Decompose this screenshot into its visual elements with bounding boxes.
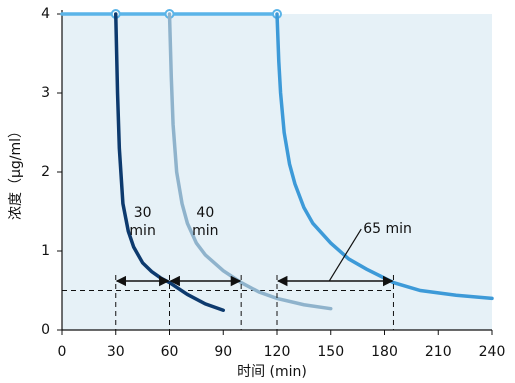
y-tick-label: 4 (41, 6, 50, 22)
chart: 时间 (min) 浓度（μg/ml） 012340306090120150180… (0, 0, 515, 383)
y-tick-label: 1 (41, 243, 50, 259)
interval-label: 30 (134, 205, 152, 221)
x-tick-label: 240 (479, 344, 506, 360)
y-tick-label: 3 (41, 85, 50, 101)
x-tick-label: 90 (214, 344, 232, 360)
interval-label: min (129, 223, 155, 239)
x-tick-label: 150 (317, 344, 344, 360)
x-tick-label: 0 (58, 344, 67, 360)
interval-label: 65 min (363, 221, 412, 237)
x-tick-label: 210 (425, 344, 452, 360)
x-axis-label: 时间 (min) (237, 364, 307, 380)
y-tick-label: 2 (41, 164, 50, 180)
x-tick-label: 30 (107, 344, 125, 360)
y-axis-label: 浓度（μg/ml） (8, 124, 24, 220)
plot-background (62, 14, 492, 330)
interval-label: min (192, 223, 218, 239)
interval-label: 40 (196, 205, 214, 221)
x-tick-label: 60 (161, 344, 179, 360)
x-tick-label: 120 (264, 344, 291, 360)
y-tick-label: 0 (41, 322, 50, 338)
x-tick-label: 180 (371, 344, 398, 360)
